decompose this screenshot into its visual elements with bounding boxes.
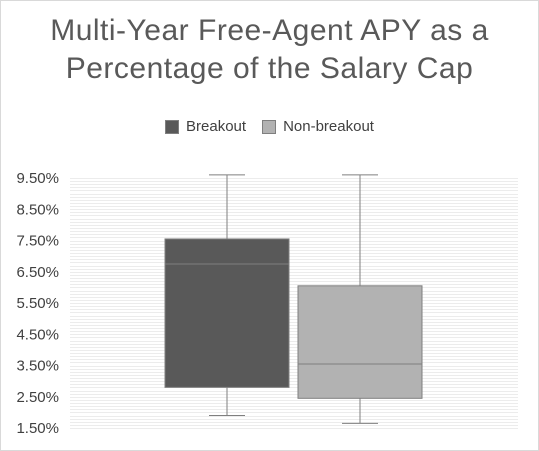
box-non-breakout	[297, 285, 423, 399]
legend-item-breakout: Breakout	[165, 118, 246, 135]
chart-title-line-1: Multi-Year Free-Agent APY as a	[50, 14, 489, 47]
y-tick-label: 9.50%	[16, 170, 59, 187]
chart-title-line-2: Percentage of the Salary Cap	[65, 52, 474, 85]
y-tick-label: 8.50%	[16, 201, 59, 218]
legend-swatch-breakout	[165, 119, 180, 134]
y-tick-label: 4.50%	[16, 326, 59, 343]
y-tick-label: 5.50%	[16, 295, 59, 312]
y-tick-label: 2.50%	[16, 389, 59, 406]
legend-label-non-breakout: Non-breakout	[283, 118, 374, 135]
legend-label-breakout: Breakout	[186, 118, 247, 135]
y-tick-label: 1.50%	[16, 420, 59, 437]
box-breakout	[164, 238, 290, 388]
legend-swatch-non-breakout	[262, 119, 277, 134]
y-tick-label: 6.50%	[16, 264, 59, 281]
y-tick-label: 3.50%	[16, 358, 59, 375]
y-tick-label: 7.50%	[16, 233, 59, 250]
chart-title: Multi-Year Free-Agent APY as a Percentag…	[0, 12, 539, 88]
legend-item-non-breakout: Non-breakout	[262, 118, 374, 135]
legend: Breakout Non-breakout	[0, 118, 539, 135]
